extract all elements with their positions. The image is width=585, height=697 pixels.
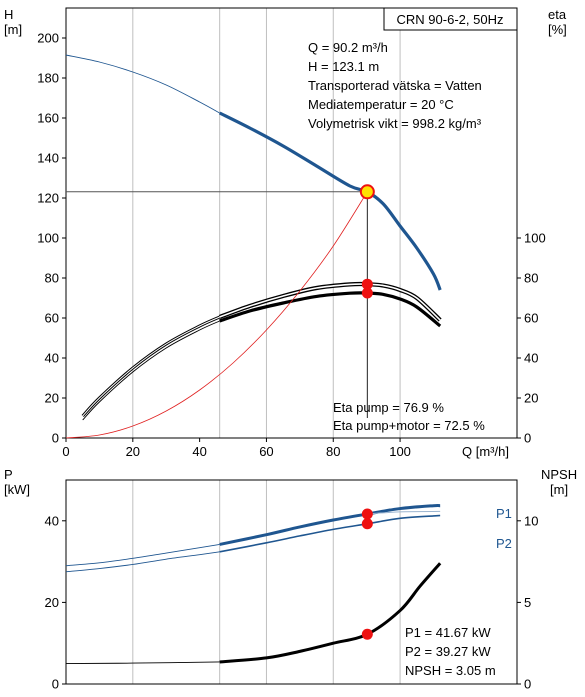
top-x-tick-label: 40: [192, 444, 206, 459]
p1-thick-curve: [219, 503, 441, 546]
bottom-ylabel-left-unit: [kW]: [4, 482, 30, 497]
top-y-left-tick-label: 80: [45, 271, 59, 286]
top-y-left-tick-label: 60: [45, 311, 59, 326]
eta-pump-curve-inner: [82, 316, 220, 417]
top-ylabel-right: eta: [548, 7, 567, 22]
bottom-y-right-tick-label: 10: [524, 513, 538, 528]
bottom-y-right-tick-label: 5: [524, 595, 531, 610]
top-y-left-tick-label: 160: [37, 111, 59, 126]
top-y-left-tick-label: 140: [37, 151, 59, 166]
title-box: [383, 7, 518, 31]
bottom-grid: [132, 480, 401, 684]
top-ylabel-left-unit: [m]: [4, 22, 22, 37]
top-x-tick-label: 20: [126, 444, 140, 459]
npsh-thick-curve: [219, 562, 442, 664]
duty-point-marker: [359, 184, 375, 200]
top-y-right-tick-label: 40: [524, 351, 538, 366]
top-y-left-tick-label: 100: [37, 231, 59, 246]
top-y-left-tick-label: 120: [37, 191, 59, 206]
eta-pump-curve-inner: [219, 283, 441, 321]
bottom-y-left-tick-label: 20: [45, 595, 59, 610]
eta-pump-label: Eta pump = 76.9 %: [333, 400, 444, 415]
eta-total-thin-curve: [82, 320, 220, 421]
bottom-y-left-tick-label: 0: [52, 677, 59, 692]
p2-marker: [361, 518, 373, 530]
top-ylabel-left: H: [4, 7, 13, 22]
info-line-p1: P1 = 41.67 kW: [405, 625, 491, 640]
top-y-left-tick-label: 180: [37, 71, 59, 86]
p1-thin-curve: [65, 544, 220, 567]
top-plot-frame: [65, 7, 518, 439]
top-y-right-tick-label: 80: [524, 271, 538, 286]
npsh-marker: [361, 628, 373, 640]
npsh-thin-curve: [65, 661, 220, 665]
p1-marker: [361, 508, 373, 520]
eta-pump-curve-outline: [81, 315, 221, 418]
bottom-series-group: [65, 503, 442, 665]
top-y-left-tick-label: 40: [45, 351, 59, 366]
top-y-left-tick-label: 0: [52, 431, 59, 446]
eta-pump-marker: [361, 278, 373, 290]
info-line-npsh: NPSH = 3.05 m: [405, 663, 496, 678]
info-line-q: Q = 90.2 m³/h: [308, 40, 388, 55]
top-x-tick-label: 100: [389, 444, 411, 459]
system-curve-curve: [65, 191, 368, 439]
bottom-plot-frame: [65, 479, 518, 685]
top-ylabel-right-unit: [%]: [548, 22, 567, 37]
eta-total-marker: [361, 287, 373, 299]
info-line-h: H = 123.1 m: [308, 59, 379, 74]
top-series-group: [65, 54, 442, 439]
top-xlabel: Q [m³/h]: [462, 444, 509, 459]
top-ticks-group: 0 20 40 60 80 100 0 20 40 60 80 100 120 140 160 180 200 0…: [37, 31, 545, 460]
bottom-ylabel-right-unit: [m]: [550, 482, 568, 497]
top-y-right-tick-label: 0: [524, 431, 531, 446]
bottom-ylabel-right: NPSH: [541, 467, 577, 482]
info-line-fluid: Transporterad vätska = Vatten: [308, 78, 482, 93]
head-thick-curve: [218, 111, 442, 291]
info-line-temp: Mediatemperatur = 20 °C: [308, 97, 454, 112]
bottom-y-left-tick-label: 40: [45, 513, 59, 528]
p2-thick-curve: [219, 514, 441, 553]
p1-ext-curve: [367, 510, 441, 515]
info-line-p2: P2 = 39.27 kW: [405, 644, 491, 659]
top-x-tick-label: 0: [62, 444, 69, 459]
bottom-y-right-tick-label: 0: [524, 677, 531, 692]
bottom-ylabel-left: P: [4, 467, 13, 482]
top-y-right-tick-label: 20: [524, 391, 538, 406]
top-y-left-tick-label: 20: [45, 391, 59, 406]
info-line-density: Volymetrisk vikt = 998.2 kg/m³: [308, 116, 482, 131]
top-x-tick-label: 80: [326, 444, 340, 459]
top-y-left-tick-label: 200: [37, 31, 59, 46]
chart-title: CRN 90-6-2, 50Hz: [397, 12, 504, 27]
top-y-right-tick-label: 60: [524, 311, 538, 326]
bottom-ticks-group: 0 20 40 0 5 10: [45, 513, 539, 691]
top-x-tick-label: 60: [259, 444, 273, 459]
eta-total-label: Eta pump+motor = 72.5 %: [333, 418, 485, 433]
top-y-right-tick-label: 100: [524, 231, 546, 246]
head-thin-curve: [65, 54, 220, 114]
p1-curve-label: P1: [496, 506, 512, 521]
p2-thin-curve: [65, 551, 220, 573]
eta-total-thick-curve: [219, 291, 442, 328]
p2-curve-label: P2: [496, 536, 512, 551]
